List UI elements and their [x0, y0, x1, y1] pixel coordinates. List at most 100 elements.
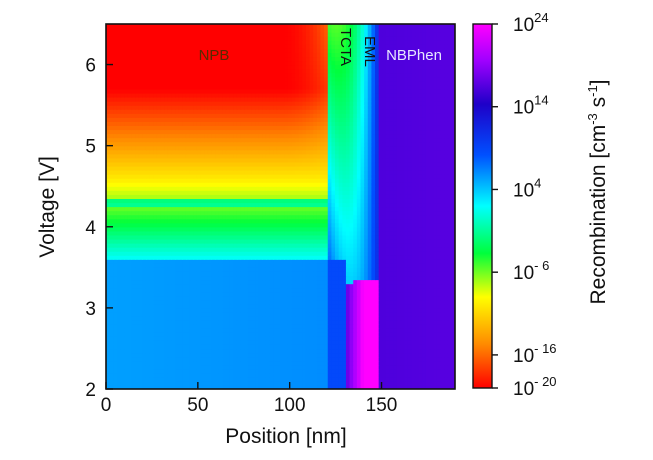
heatmap-cell	[265, 190, 271, 195]
heatmap-cell	[295, 380, 300, 386]
heatmap-cell	[436, 186, 442, 191]
heatmap-cell	[389, 267, 394, 272]
heatmap-cell	[385, 198, 391, 204]
heatmap-cell	[302, 307, 307, 313]
heatmap-cell	[160, 376, 165, 382]
heatmap-cell	[222, 364, 227, 370]
heatmap-cell	[364, 214, 369, 220]
heatmap-cell	[335, 376, 340, 382]
heatmap-cell	[305, 364, 311, 370]
heatmap-cell	[233, 380, 238, 386]
heatmap-cell	[447, 238, 452, 244]
heatmap-cell	[335, 255, 340, 260]
heatmap-cell	[153, 275, 158, 281]
heatmap-cell	[447, 311, 452, 317]
heatmap-cell	[211, 303, 216, 309]
heatmap-cell	[447, 324, 452, 329]
heatmap-cell	[120, 210, 125, 216]
heatmap-cell	[309, 299, 314, 305]
heatmap-cell	[215, 332, 220, 337]
heatmap-cell	[153, 340, 158, 345]
heatmap-cell	[229, 372, 234, 378]
heatmap-cell	[291, 214, 296, 220]
heatmap-cell	[422, 267, 427, 272]
heatmap-cell	[280, 194, 285, 199]
heatmap-cell	[298, 348, 303, 354]
heatmap-cell	[345, 190, 351, 195]
heatmap-cell	[244, 251, 249, 256]
heatmap-cell	[142, 198, 147, 204]
heatmap-cell	[382, 311, 387, 317]
heatmap-cell	[240, 356, 245, 362]
heatmap-cell	[411, 222, 416, 228]
heatmap-cell	[164, 340, 169, 345]
heatmap-cell	[404, 234, 409, 240]
heatmap-cell	[298, 259, 303, 264]
heatmap-cell	[255, 303, 260, 309]
heatmap-cell	[127, 255, 133, 260]
heatmap-cell	[342, 275, 347, 281]
heatmap-cell	[106, 320, 111, 325]
heatmap-cell	[320, 190, 325, 195]
heatmap-cell	[447, 255, 452, 260]
heatmap-cell	[291, 376, 296, 382]
heatmap-cell	[175, 178, 180, 183]
heatmap-cell	[116, 226, 122, 232]
heatmap-cell	[320, 275, 325, 281]
heatmap-cell	[244, 307, 249, 313]
heatmap-cell	[207, 271, 213, 277]
heatmap-cell	[225, 376, 231, 382]
heatmap-cell	[160, 324, 165, 329]
heatmap-cell	[145, 303, 151, 309]
heatmap-cell	[138, 299, 143, 305]
heatmap-cell	[273, 186, 278, 191]
heatmap-cell	[320, 206, 325, 212]
heatmap-cell	[244, 178, 249, 183]
heatmap-cell	[149, 360, 154, 366]
heatmap-cell	[207, 380, 213, 386]
heatmap-cell	[258, 255, 263, 260]
heatmap-cell	[127, 384, 133, 389]
heatmap-cell	[189, 340, 194, 345]
heatmap-cell	[404, 279, 409, 285]
heatmap-cell	[320, 267, 325, 272]
heatmap-cell	[404, 291, 409, 297]
heatmap-cell	[436, 222, 442, 228]
heatmap-cell	[240, 340, 245, 345]
heatmap-cell	[404, 218, 409, 224]
heatmap-cell	[167, 368, 173, 374]
heatmap-cell	[345, 198, 351, 204]
heatmap-cell	[342, 194, 347, 199]
heatmap-cell	[153, 186, 158, 191]
heatmap-cell	[349, 234, 354, 240]
heatmap-cell	[131, 299, 136, 305]
heatmap-cell	[433, 275, 438, 281]
heatmap-cell	[156, 206, 162, 212]
heatmap-cell	[196, 251, 202, 256]
heatmap-cell	[422, 182, 427, 187]
heatmap-cell	[411, 368, 416, 374]
heatmap-cell	[400, 324, 405, 329]
heatmap-cell	[225, 251, 231, 256]
heatmap-cell	[451, 275, 455, 281]
heatmap-cell	[218, 255, 223, 260]
heatmap-cell	[164, 372, 169, 378]
heatmap-cell	[353, 332, 358, 337]
heatmap-cell	[418, 178, 423, 183]
heatmap-cell	[353, 218, 358, 224]
heatmap-cell	[193, 356, 198, 362]
heatmap-cell	[182, 316, 187, 321]
heatmap-cell	[164, 186, 169, 191]
heatmap-cell	[127, 186, 133, 191]
heatmap-cell	[316, 182, 322, 187]
heatmap-cell	[185, 287, 191, 293]
heatmap-cell	[327, 316, 332, 321]
heatmap-cell	[131, 222, 136, 228]
heatmap-cell	[327, 348, 332, 354]
heatmap-cell	[265, 202, 271, 208]
heatmap-cell	[440, 259, 445, 264]
heatmap-cell	[135, 316, 140, 321]
heatmap-cell	[135, 372, 140, 378]
heatmap-cell	[349, 267, 354, 272]
heatmap-cell	[175, 348, 180, 354]
